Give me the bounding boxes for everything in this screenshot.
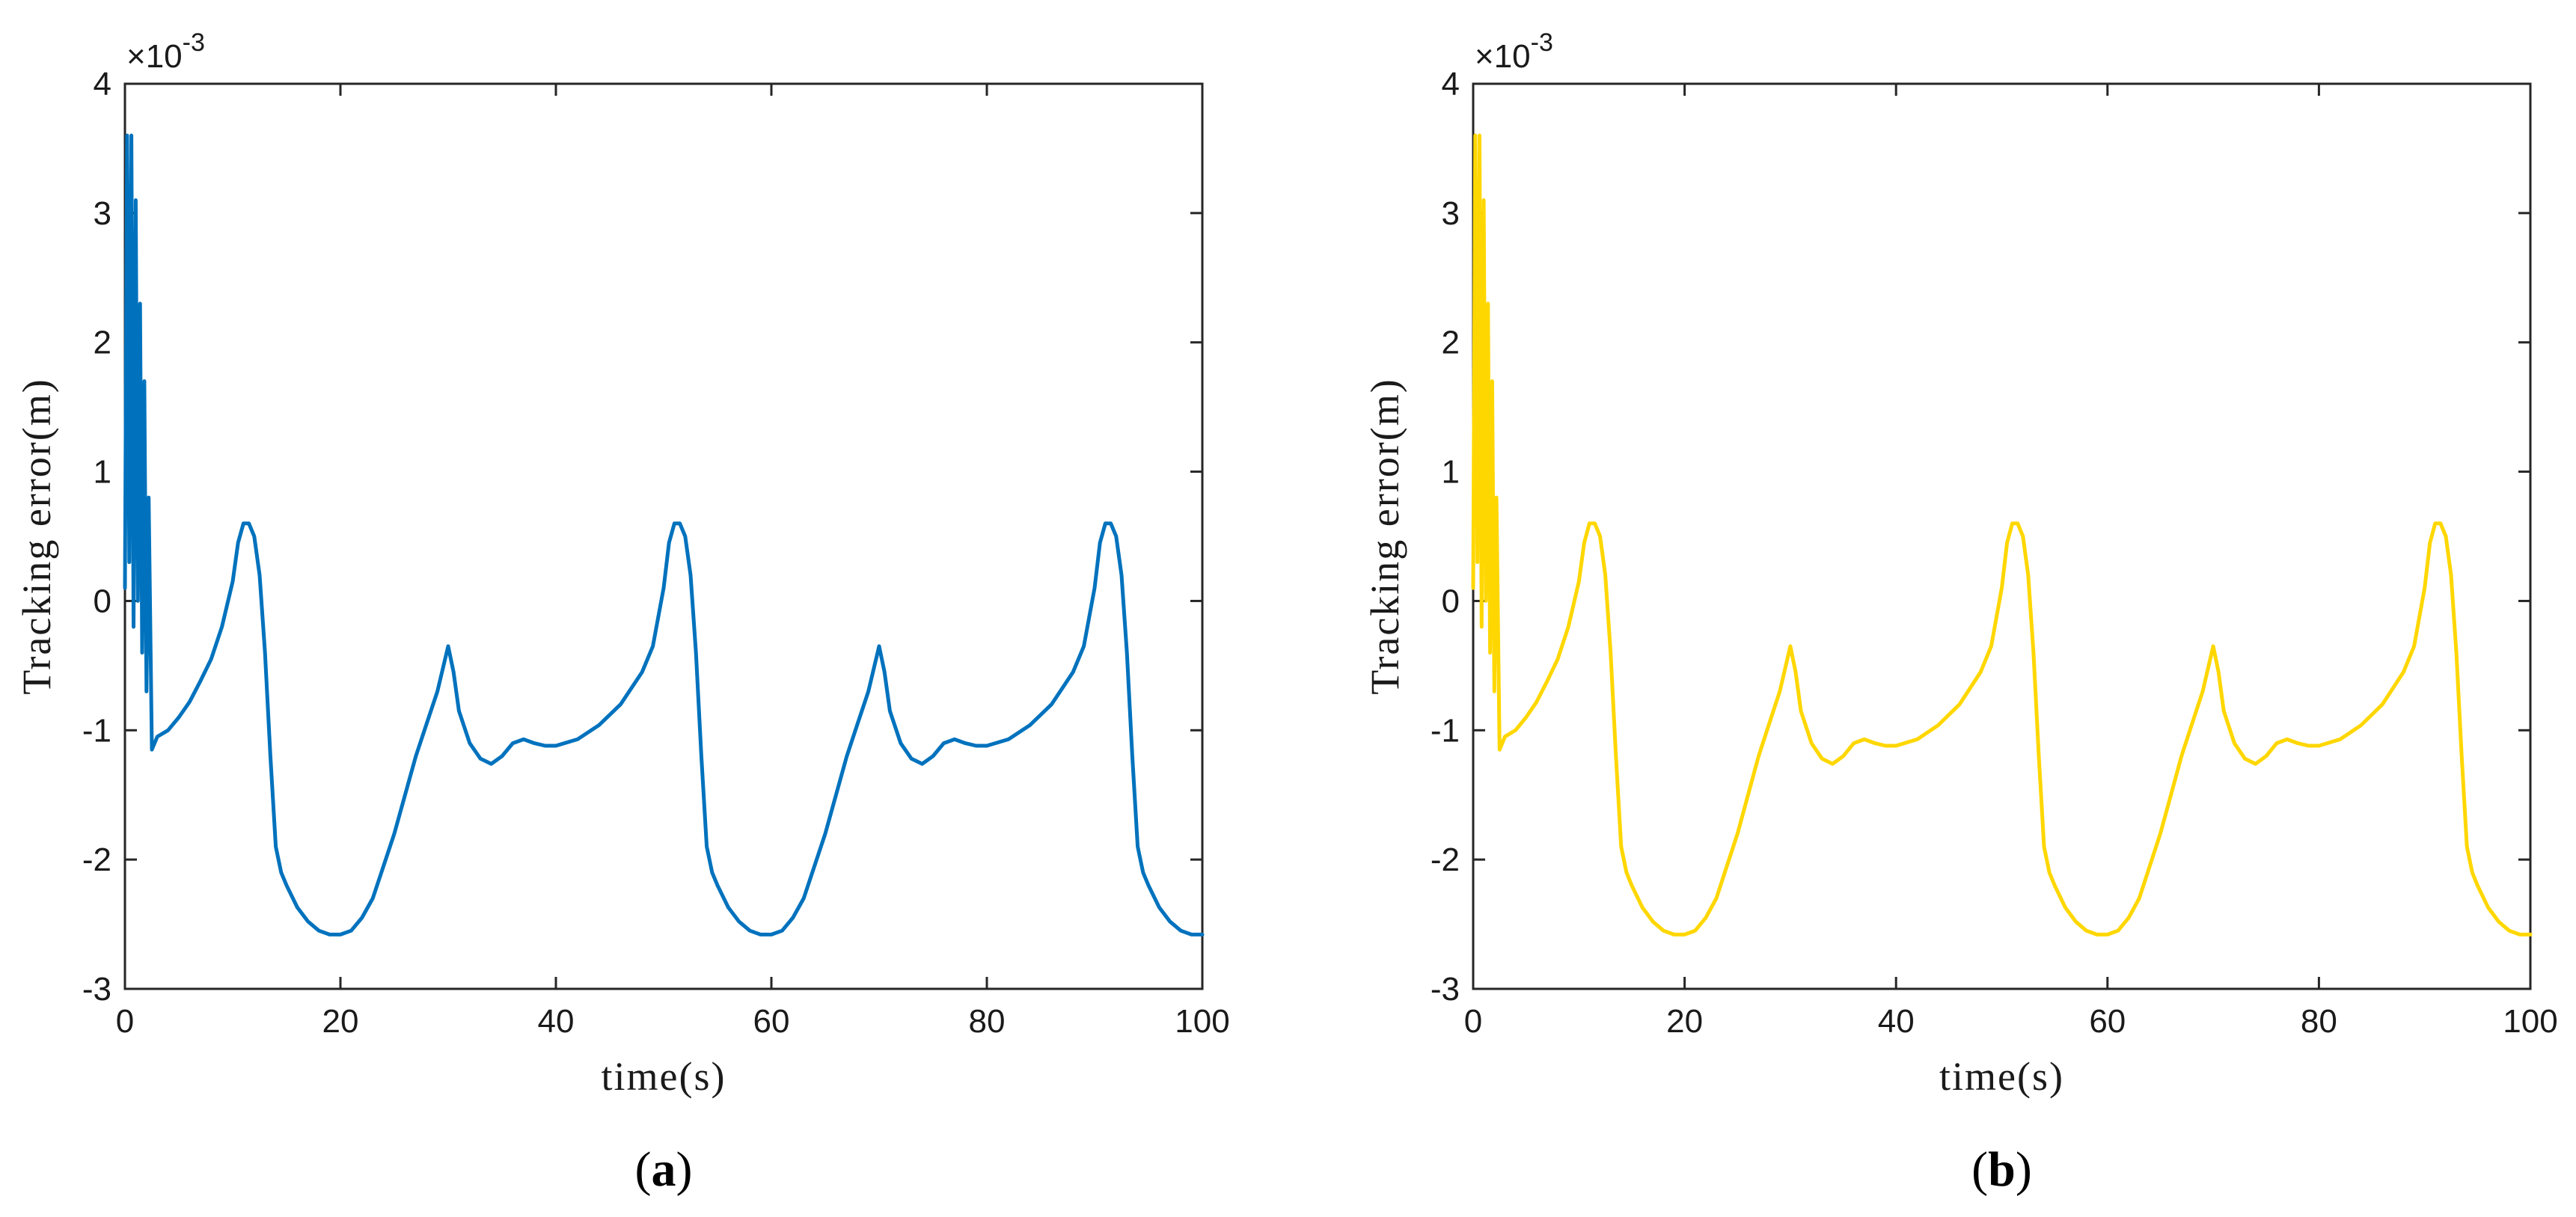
tick-labels: 0 20 40 60 80 100 -3 -2 -1 0 1 2 3 4	[82, 66, 1230, 1040]
x-tick-label: 0	[1464, 1003, 1482, 1040]
chart-panel-b: 0 20 40 60 80 100 -3 -2 -1 0 1 2 3 4 ×10-3 time(s) Tr…	[1362, 28, 2558, 1197]
y-tick-label: 0	[1442, 583, 1460, 619]
y-scale-factor: ×10-3	[1475, 28, 1553, 75]
x-axis-title: time(s)	[602, 1054, 726, 1099]
y-tick-label: -2	[82, 842, 111, 878]
panel-caption: (b)	[1971, 1142, 2032, 1197]
series-line	[1471, 133, 2533, 936]
x-tick-label: 0	[116, 1003, 134, 1040]
y-tick-label: 3	[94, 195, 111, 232]
x-tick-label: 20	[322, 1003, 359, 1040]
y-tick-label: 3	[1442, 195, 1460, 232]
x-tick-label: 100	[2503, 1003, 2557, 1040]
y-axis-title: Tracking error(m)	[1362, 378, 1407, 694]
series-line	[123, 133, 1205, 936]
x-tick-label: 40	[538, 1003, 575, 1040]
y-tick-label: 1	[94, 454, 111, 491]
x-tick-label: 40	[1878, 1003, 1915, 1040]
y-scale-factor: ×10-3	[126, 28, 205, 75]
y-tick-label: 4	[1442, 66, 1460, 102]
chart-panel-a: 0 20 40 60 80 100 -3 -2 -1 0 1 2 3 4 ×10-3 time(s) Tr…	[14, 28, 1230, 1197]
axis-ticks	[123, 82, 1204, 990]
y-axis-title: Tracking error(m)	[14, 378, 59, 694]
x-tick-label: 80	[2301, 1003, 2337, 1040]
x-tick-label: 60	[2089, 1003, 2126, 1040]
panel-caption: (a)	[635, 1142, 693, 1197]
y-tick-label: -3	[1431, 971, 1460, 1008]
y-tick-label: 0	[94, 583, 111, 619]
y-tick-label: 2	[1442, 325, 1460, 361]
y-tick-label: -1	[82, 712, 111, 749]
x-tick-label: 80	[969, 1003, 1006, 1040]
y-tick-label: 1	[1442, 454, 1460, 491]
tick-labels: 0 20 40 60 80 100 -3 -2 -1 0 1 2 3 4	[1431, 66, 2558, 1040]
x-tick-label: 20	[1666, 1003, 1703, 1040]
y-tick-label: 4	[94, 66, 111, 102]
x-tick-label: 100	[1175, 1003, 1229, 1040]
y-tick-label: -2	[1431, 842, 1460, 878]
y-tick-label: 2	[94, 325, 111, 361]
axis-ticks	[1472, 82, 2532, 990]
x-axis-title: time(s)	[1939, 1054, 2064, 1099]
y-tick-label: -1	[1431, 712, 1460, 749]
y-tick-label: -3	[82, 971, 111, 1008]
x-tick-label: 60	[753, 1003, 790, 1040]
